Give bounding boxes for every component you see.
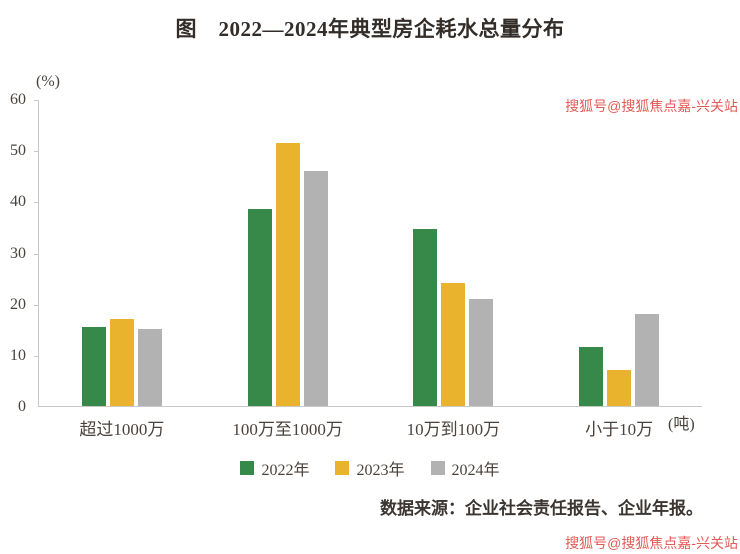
legend-swatch — [430, 461, 445, 475]
y-axis-tick-label: 20 — [10, 295, 26, 313]
y-axis-tick-mark — [34, 304, 38, 306]
x-axis-unit-label: (吨) — [668, 416, 695, 433]
y-axis-tick-label: 10 — [10, 346, 26, 364]
legend-swatch — [240, 461, 255, 475]
y-axis-tick-label: 30 — [10, 244, 26, 262]
y-axis-tick-label: 50 — [10, 142, 26, 160]
bar-group: 10万到100万 — [371, 100, 537, 439]
x-category-label: 10万到100万 — [406, 420, 501, 439]
plot-area: 超过1000万 100万至1000万 10万到100万 小于10万 — [38, 100, 702, 439]
y-axis-tick-mark — [34, 355, 38, 357]
y-axis-tick-mark — [34, 100, 38, 101]
bar — [635, 313, 660, 406]
legend-item: 2022年 — [240, 456, 309, 480]
legend-label: 2024年 — [451, 462, 500, 479]
y-axis-tick-mark — [34, 253, 38, 255]
chart-title: 图 2022—2024年典型房企耗水总量分布 — [175, 17, 565, 41]
y-axis-unit-label: (%) — [36, 73, 60, 90]
bar — [469, 298, 494, 406]
legend-swatch — [335, 461, 350, 475]
bar — [275, 142, 300, 406]
legend-item: 2024年 — [430, 456, 500, 480]
y-axis-tick-label: 0 — [18, 398, 26, 415]
y-axis-tick-mark — [34, 202, 38, 204]
bar — [81, 326, 106, 406]
legend-label: 2022年 — [261, 462, 310, 479]
legend: 2022年 2023年 2024年 — [38, 456, 702, 480]
bar — [247, 209, 272, 406]
bar — [109, 319, 134, 406]
legend-label: 2023年 — [356, 462, 405, 479]
x-category-label: 小于10万 — [585, 420, 654, 439]
y-axis-tick-label: 40 — [10, 193, 26, 211]
watermark-bottom: 搜狐号@搜狐焦点嘉-兴关站 — [565, 535, 738, 551]
bar — [441, 283, 466, 406]
y-axis-tick-mark — [34, 151, 38, 153]
bar — [413, 229, 438, 406]
bar-group: 小于10万 — [536, 100, 702, 439]
x-category-label: 超过1000万 — [79, 420, 165, 439]
bar-group: 超过1000万 — [39, 100, 205, 439]
bar — [607, 370, 632, 406]
y-axis: 0 10 20 30 40 50 60 — [0, 91, 38, 415]
bar-group: 100万至1000万 — [205, 100, 371, 439]
watermark-top: 搜狐号@搜狐焦点嘉-兴关站 — [565, 98, 738, 114]
bar — [579, 347, 604, 406]
legend-item: 2023年 — [335, 456, 405, 480]
bar — [303, 170, 328, 406]
data-source-note: 数据来源：企业社会责任报告、企业年报。 — [380, 499, 703, 518]
y-axis-tick-label: 60 — [10, 91, 26, 108]
x-category-label: 100万至1000万 — [232, 420, 343, 439]
bar — [137, 329, 162, 406]
